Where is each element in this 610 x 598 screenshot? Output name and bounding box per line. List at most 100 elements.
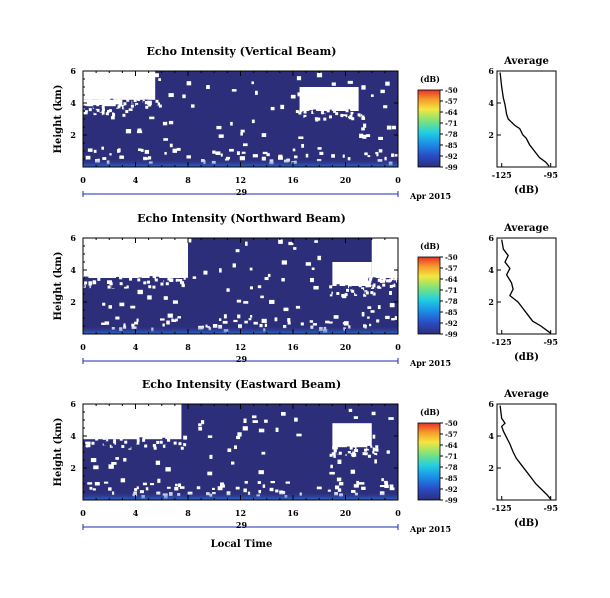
date-label: 29 — [236, 520, 248, 530]
no-data-speck — [312, 323, 318, 326]
no-data-speck — [338, 115, 342, 119]
no-data-speck — [175, 278, 179, 282]
no-data-speck — [270, 480, 275, 484]
no-data-speck — [298, 111, 302, 115]
average-title: Average — [503, 389, 549, 400]
no-data-speck — [157, 478, 161, 483]
no-data-speck — [92, 488, 96, 491]
no-data-speck — [126, 98, 130, 102]
no-data-speck — [266, 153, 270, 157]
no-data-block — [83, 71, 156, 100]
no-data-speck — [85, 155, 91, 160]
x-tick-label: 0 — [80, 175, 86, 185]
no-data-speck — [364, 452, 368, 456]
colorbar-tick-label: -92 — [445, 152, 458, 161]
colorbar — [417, 256, 441, 335]
avg-y-tick-label: 6 — [488, 399, 494, 409]
no-data-speck — [361, 287, 365, 291]
no-data-speck — [385, 81, 390, 86]
colorbar-tick-label: -50 — [445, 419, 458, 428]
no-data-speck — [136, 441, 140, 445]
no-data-speck — [105, 112, 109, 116]
no-data-speck — [223, 314, 227, 319]
no-data-speck — [369, 287, 373, 291]
no-data-speck — [400, 283, 403, 286]
date-label: 29 — [236, 187, 248, 197]
month-label: Apr 2015 — [409, 191, 451, 201]
no-data-speck — [128, 104, 132, 108]
no-data-speck — [313, 285, 319, 290]
no-data-speck — [134, 488, 138, 492]
no-data-speck — [127, 266, 134, 271]
no-data-speck — [164, 446, 168, 450]
no-data-speck — [372, 447, 376, 451]
no-data-speck — [351, 489, 356, 493]
colorbar-tick-label: -78 — [445, 463, 458, 472]
no-data-speck — [394, 277, 398, 281]
no-data-speck — [365, 291, 369, 295]
no-data-speck — [389, 303, 395, 308]
no-data-speck — [218, 318, 222, 321]
no-data-speck — [171, 273, 177, 278]
no-data-speck — [215, 151, 221, 155]
no-data-speck — [344, 114, 348, 118]
no-data-speck — [162, 323, 165, 327]
no-data-speck — [258, 428, 265, 433]
no-data-speck — [176, 147, 181, 151]
avg-y-tick-label: 2 — [488, 130, 494, 140]
no-data-speck — [153, 446, 157, 450]
y-tick-label: 4 — [70, 265, 76, 275]
no-data-speck — [120, 279, 124, 283]
no-data-speck — [309, 320, 314, 323]
no-data-speck — [211, 487, 215, 490]
no-data-speck — [361, 116, 365, 120]
no-data-speck — [348, 286, 352, 290]
no-data-speck — [147, 156, 152, 160]
no-data-speck — [293, 247, 297, 250]
no-data-speck — [374, 459, 377, 464]
no-data-speck — [360, 109, 364, 113]
no-data-speck — [172, 148, 178, 153]
no-data-speck — [372, 450, 376, 454]
no-data-speck — [136, 318, 139, 322]
no-data-speck — [377, 285, 381, 289]
x-tick-label: 4 — [133, 508, 139, 518]
no-data-speck — [124, 285, 128, 289]
no-data-speck — [93, 149, 97, 153]
no-data-speck — [231, 461, 235, 465]
no-data-speck — [101, 440, 105, 444]
no-data-speck — [112, 113, 116, 117]
no-data-speck — [333, 315, 339, 319]
no-data-speck — [251, 119, 255, 124]
no-data-speck — [356, 116, 360, 120]
no-data-speck — [374, 452, 378, 456]
no-data-speck — [101, 108, 105, 112]
no-data-speck — [362, 452, 366, 456]
no-data-speck — [332, 452, 336, 456]
no-data-speck — [180, 446, 184, 450]
no-data-speck — [171, 318, 174, 322]
avg-x-label: (dB) — [514, 185, 539, 196]
no-data-speck — [371, 411, 376, 416]
no-data-speck — [260, 295, 264, 299]
no-data-speck — [329, 115, 333, 119]
no-data-speck — [119, 302, 125, 307]
panel-2: Echo Intensity (Northward Beam) 6 4 2 Height… — [53, 212, 558, 368]
average-title: Average — [503, 223, 549, 234]
no-data-speck — [102, 436, 107, 440]
no-data-speck — [102, 302, 106, 306]
no-data-speck — [398, 280, 401, 283]
no-data-speck — [122, 113, 126, 117]
no-data-speck — [329, 293, 333, 297]
no-data-speck — [383, 105, 388, 109]
no-data-speck — [292, 148, 296, 152]
no-data-speck — [93, 110, 97, 114]
no-data-speck — [86, 285, 90, 289]
no-data-speck — [136, 130, 143, 134]
x-tick-label: 0 — [395, 508, 401, 518]
no-data-speck — [334, 485, 340, 490]
no-data-speck — [336, 291, 340, 295]
no-data-speck — [168, 93, 174, 98]
no-data-speck — [134, 278, 138, 282]
no-data-speck — [312, 116, 316, 120]
